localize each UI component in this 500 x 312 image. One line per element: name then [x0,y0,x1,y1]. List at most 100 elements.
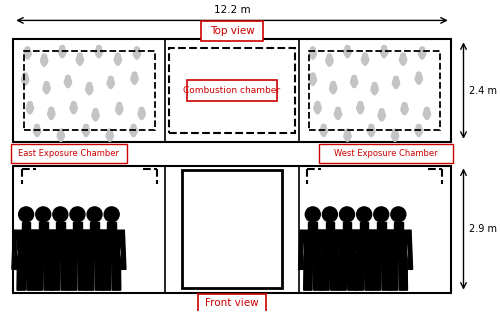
Polygon shape [338,259,346,290]
Polygon shape [64,78,72,88]
Text: West Exposure Chamber: West Exposure Chamber [334,149,438,158]
FancyBboxPatch shape [187,80,277,101]
Polygon shape [70,105,78,114]
Circle shape [93,109,98,114]
Circle shape [322,124,326,129]
Text: 2.9 m: 2.9 m [469,224,497,234]
Circle shape [134,47,140,52]
FancyBboxPatch shape [201,21,263,41]
Polygon shape [394,222,402,230]
Polygon shape [33,230,54,254]
Polygon shape [368,128,375,137]
Polygon shape [364,259,373,290]
Polygon shape [26,105,34,114]
Circle shape [362,53,368,58]
Polygon shape [322,230,327,269]
Polygon shape [22,222,30,230]
Polygon shape [415,75,422,85]
Circle shape [391,207,406,222]
Circle shape [340,207,354,222]
Polygon shape [114,56,122,66]
Polygon shape [355,259,364,290]
Polygon shape [302,230,323,254]
Polygon shape [371,85,378,95]
Polygon shape [98,230,102,269]
Circle shape [358,101,363,106]
Polygon shape [374,230,378,269]
Polygon shape [52,259,60,290]
Circle shape [306,207,320,222]
Polygon shape [356,254,373,259]
Polygon shape [68,259,77,290]
Polygon shape [344,132,351,141]
Polygon shape [321,259,330,290]
Polygon shape [12,230,16,269]
Bar [14,165,450,293]
Circle shape [117,102,122,107]
Circle shape [108,76,113,81]
Circle shape [374,207,388,222]
Polygon shape [103,254,120,259]
Circle shape [356,207,372,222]
Text: 12.2 m: 12.2 m [214,5,250,15]
Polygon shape [106,132,114,141]
Polygon shape [87,230,92,269]
Bar [309,51,440,130]
Polygon shape [326,222,334,230]
Polygon shape [377,222,386,230]
Polygon shape [18,254,35,259]
Polygon shape [378,112,386,121]
Polygon shape [350,78,358,88]
Circle shape [96,45,102,50]
Polygon shape [390,254,407,259]
Polygon shape [76,56,84,66]
Circle shape [372,82,377,87]
Polygon shape [58,48,66,58]
Polygon shape [102,259,112,290]
Polygon shape [326,57,333,66]
Circle shape [104,207,119,222]
Circle shape [116,53,120,58]
Polygon shape [390,259,398,290]
Circle shape [402,102,407,107]
Circle shape [132,72,137,77]
FancyBboxPatch shape [198,294,266,312]
Polygon shape [314,105,322,114]
Polygon shape [86,259,94,290]
Polygon shape [29,230,34,269]
Polygon shape [400,56,407,66]
Circle shape [327,54,332,59]
Polygon shape [380,48,388,58]
Circle shape [369,124,374,129]
Polygon shape [48,110,55,119]
Bar [169,48,294,133]
Circle shape [380,109,384,114]
Polygon shape [39,222,48,230]
Circle shape [71,101,76,106]
Circle shape [310,73,316,78]
Circle shape [87,82,92,87]
Circle shape [315,101,320,106]
Polygon shape [330,85,337,94]
Polygon shape [340,230,344,269]
Polygon shape [78,259,86,290]
Text: 2.4 m: 2.4 m [469,85,497,95]
Polygon shape [362,56,369,66]
FancyBboxPatch shape [11,144,127,163]
Circle shape [53,207,68,222]
Polygon shape [348,259,356,290]
Polygon shape [304,254,322,259]
Polygon shape [390,230,396,269]
Circle shape [49,107,54,112]
Polygon shape [334,110,342,119]
Polygon shape [82,128,89,137]
Polygon shape [95,259,104,290]
Polygon shape [367,230,372,269]
Polygon shape [104,230,109,269]
Polygon shape [320,128,328,137]
Polygon shape [309,76,316,85]
Polygon shape [86,254,104,259]
Polygon shape [34,254,52,259]
Polygon shape [333,230,338,269]
Bar [14,39,450,142]
